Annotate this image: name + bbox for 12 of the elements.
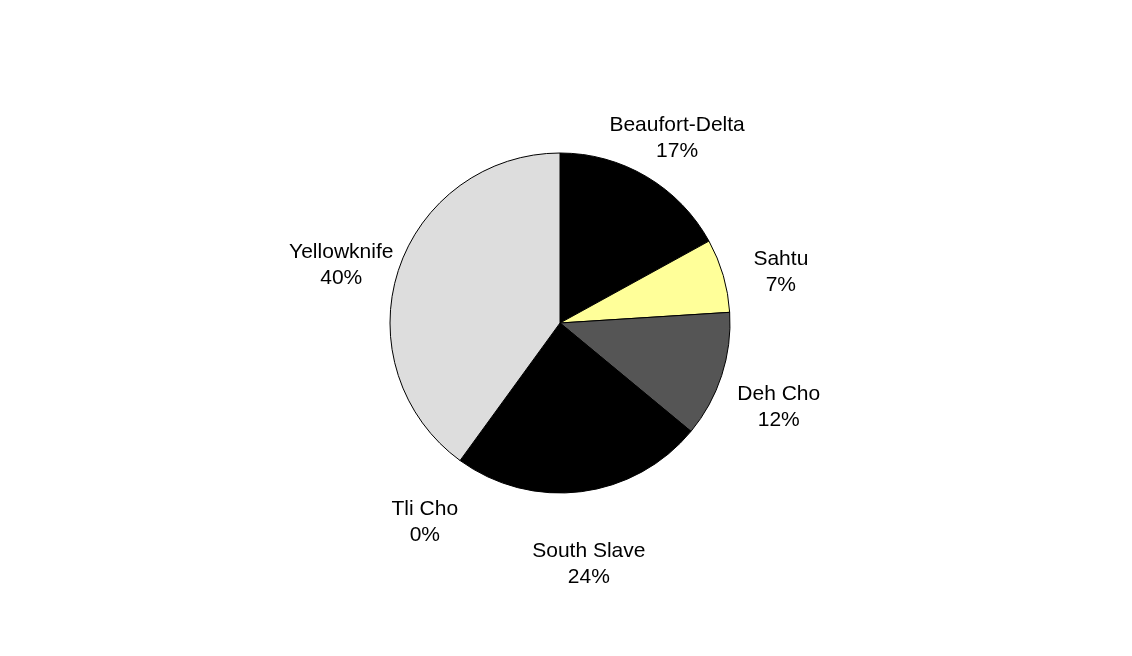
- data-label: 7%: [765, 271, 797, 295]
- slice-label: Deh Cho: [737, 381, 821, 405]
- data-label: 40%: [320, 264, 363, 288]
- category-label: Tli Cho: [391, 496, 459, 520]
- data-label: 24%: [567, 564, 610, 588]
- slice-label: South Slave: [532, 538, 646, 562]
- slice-label: Yellowknife: [289, 238, 394, 262]
- slice-label: Beaufort-Delta: [609, 112, 746, 136]
- data-label: 12%: [757, 407, 800, 431]
- text: 0%: [409, 522, 440, 546]
- slice-label: Sahtu: [753, 245, 809, 269]
- data-label: 17%: [656, 138, 699, 162]
